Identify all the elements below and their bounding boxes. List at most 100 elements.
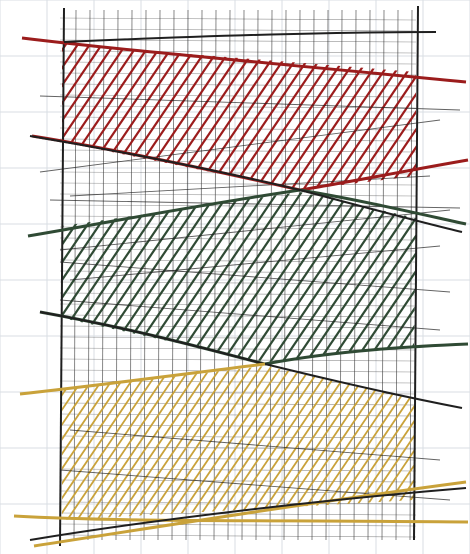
gold-hatch-stroke xyxy=(62,366,414,520)
red-hatch-stroke xyxy=(0,0,24,554)
grid-vertical-line xyxy=(129,9,133,541)
green-hatch-stroke xyxy=(62,192,301,362)
thin-guide-line xyxy=(69,175,431,197)
gold-hatch-stroke xyxy=(309,366,414,520)
gold-hatch-stroke xyxy=(339,366,414,520)
thin-guide-line xyxy=(59,261,451,293)
grid-vertical-line xyxy=(283,9,287,541)
grid-horizontal-line xyxy=(59,193,417,197)
gold-hatch-stroke xyxy=(329,366,414,520)
green-hatch-stroke xyxy=(195,192,416,362)
grid-vertical-line xyxy=(241,9,245,541)
gold-hatch-stroke xyxy=(139,366,414,520)
red-hatch-stroke xyxy=(62,44,325,190)
green-hatch-stroke xyxy=(62,192,349,362)
gold-hatch-stroke xyxy=(62,366,401,520)
red-hatch-stroke xyxy=(62,44,97,190)
gold-hatch-stroke xyxy=(0,0,30,554)
red-hatch-stroke xyxy=(411,44,416,190)
red-hatch-stroke xyxy=(62,44,277,190)
red-hatch-stroke xyxy=(62,44,349,190)
grid-vertical-line xyxy=(269,9,273,541)
red-hatch-stroke xyxy=(87,44,416,190)
green-hatch-stroke xyxy=(207,192,416,362)
grid-horizontal-line xyxy=(59,292,417,296)
grid-vertical-line xyxy=(325,9,329,541)
red-hatch-stroke xyxy=(62,44,289,190)
gold-hatch-stroke xyxy=(62,366,71,520)
green-hatch-stroke xyxy=(159,192,416,362)
red-hatch-stroke xyxy=(62,44,409,190)
grid-vertical-line xyxy=(367,9,371,541)
red-hatch-stroke xyxy=(62,44,205,190)
gold-hatch-stroke xyxy=(62,366,411,520)
grid-horizontal-line xyxy=(59,17,417,21)
grid-horizontal-line xyxy=(59,182,417,186)
green-hatch-stroke xyxy=(219,192,416,362)
grid-horizontal-line xyxy=(59,424,417,428)
grid-horizontal-line xyxy=(59,116,417,120)
gold-hatch-stroke xyxy=(179,366,414,520)
grid-horizontal-line xyxy=(59,402,417,406)
green-hatch-stroke xyxy=(62,192,277,362)
gold-hatch-stroke xyxy=(209,366,414,520)
green-hatch-stroke xyxy=(111,192,416,362)
red-hatch-stroke xyxy=(62,44,313,190)
red-hatch-stroke xyxy=(62,44,229,190)
gold-hatch-stroke xyxy=(89,366,414,520)
gold-hatch-stroke xyxy=(409,366,414,520)
green-hatch-stroke xyxy=(62,192,373,362)
grid-vertical-line xyxy=(157,9,161,541)
grid-horizontal-line xyxy=(59,204,417,208)
grid-horizontal-line xyxy=(59,270,417,274)
red-hatch-stroke xyxy=(62,44,416,190)
gold-hatch-stroke xyxy=(269,366,414,520)
green-hatch-stroke xyxy=(62,192,337,362)
red-hatch-stroke xyxy=(62,44,133,190)
grid-vertical-line xyxy=(381,9,385,541)
grid-horizontal-line xyxy=(59,83,417,87)
gold-hatch-stroke xyxy=(79,366,414,520)
green-hatch-stroke xyxy=(63,192,416,362)
red-hatch-stroke xyxy=(75,44,416,190)
green-hatch-stroke xyxy=(62,192,289,362)
green-hatch-stroke xyxy=(62,192,385,362)
grid-horizontal-line xyxy=(59,468,417,472)
gold-hatch-stroke xyxy=(149,366,414,520)
red-hatch-stroke xyxy=(62,44,416,190)
grid-horizontal-line xyxy=(59,358,417,362)
gold-hatch-stroke xyxy=(129,366,414,520)
gold-hatch-stroke xyxy=(0,0,10,554)
gold-hatch-stroke xyxy=(0,0,50,554)
gold-top-boundary xyxy=(19,362,266,396)
grid-horizontal-line xyxy=(59,314,417,318)
gold-hatch-stroke xyxy=(279,366,414,520)
red-hatch-stroke xyxy=(0,0,60,554)
green-hatch-stroke xyxy=(135,192,416,362)
green-hatch-stroke xyxy=(75,192,416,362)
red-hatch-stroke xyxy=(62,44,169,190)
gold-hatch-stroke xyxy=(249,366,414,520)
green-hatch-stroke xyxy=(62,192,409,362)
red-hatch-stroke xyxy=(62,44,181,190)
grid-horizontal-line xyxy=(59,523,417,527)
red-hatch-stroke xyxy=(448,0,470,554)
grid-horizontal-line xyxy=(59,61,417,65)
black-bottom-line xyxy=(29,487,467,541)
green-hatch-stroke xyxy=(0,0,12,554)
grid-horizontal-line xyxy=(59,435,417,439)
red-hatch-stroke xyxy=(62,44,373,190)
gold-hatch-stroke xyxy=(62,366,414,520)
grid-horizontal-line xyxy=(59,138,417,142)
grid-vertical-line xyxy=(311,9,315,541)
gold-hatch-stroke xyxy=(62,366,381,520)
green-hatch-stroke xyxy=(62,192,416,362)
green-hatch-stroke xyxy=(62,192,361,362)
gold-hatch-stroke xyxy=(450,0,470,554)
grid-horizontal-line xyxy=(59,28,417,32)
grid-horizontal-line xyxy=(59,347,417,351)
